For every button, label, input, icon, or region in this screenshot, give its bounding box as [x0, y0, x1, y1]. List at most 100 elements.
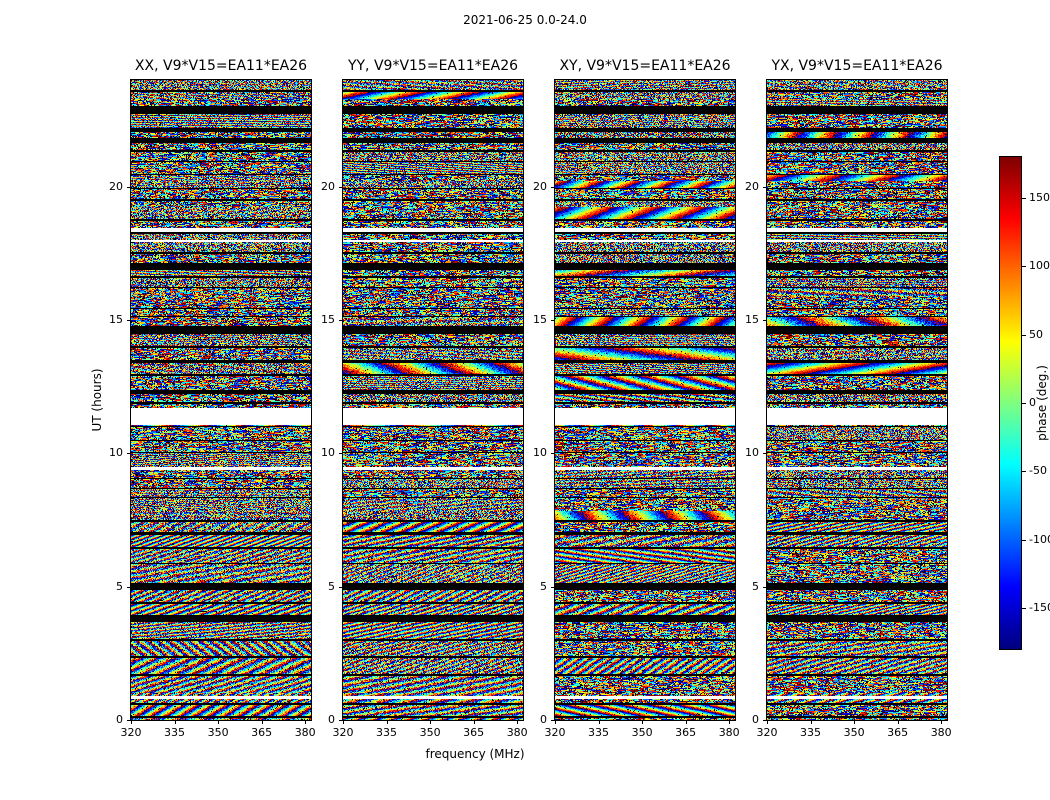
- y-tick-label: 20: [321, 179, 335, 193]
- y-tick: [127, 320, 131, 321]
- x-tick: [261, 720, 263, 724]
- x-tick: [473, 720, 475, 724]
- x-tick: [131, 720, 132, 724]
- colorbar-tick: [1022, 334, 1026, 336]
- x-tick-label: 335: [588, 726, 610, 739]
- x-tick-label: 380: [294, 726, 316, 739]
- x-tick: [941, 720, 943, 724]
- x-tick: [517, 720, 519, 724]
- colorbar-tick: [1022, 471, 1026, 473]
- x-tick: [685, 720, 687, 724]
- x-tick: [218, 720, 220, 724]
- panel-canvas-yx: [766, 79, 948, 721]
- y-tick: [127, 720, 131, 721]
- panel-title: YY, V9*V15=EA11*EA26: [347, 58, 519, 74]
- x-tick-label: 350: [419, 726, 441, 739]
- y-tick-label: 5: [116, 579, 123, 593]
- x-tick: [174, 720, 176, 724]
- y-tick: [127, 453, 131, 455]
- x-tick: [343, 720, 344, 724]
- y-tick-label: 5: [328, 579, 335, 593]
- panel-canvas-xx: [130, 79, 312, 721]
- x-tick: [305, 720, 307, 724]
- y-tick: [127, 186, 131, 188]
- y-tick: [339, 186, 343, 188]
- y-tick: [551, 320, 555, 321]
- x-tick: [767, 720, 768, 724]
- x-tick: [430, 720, 432, 724]
- x-tick: [729, 720, 731, 724]
- y-tick: [551, 453, 555, 455]
- x-tick-label: 320: [332, 726, 354, 739]
- x-tick: [810, 720, 812, 724]
- y-tick-label: 10: [321, 446, 335, 460]
- colorbar-tick: [1022, 198, 1026, 199]
- x-tick-label: 320: [120, 726, 142, 739]
- y-tick-label: 0: [540, 713, 547, 726]
- colorbar-tick-label: -50: [1029, 464, 1047, 478]
- y-tick: [763, 186, 767, 188]
- y-axis-label: UT (hours): [90, 368, 104, 432]
- x-tick: [854, 720, 856, 724]
- x-tick-label: 320: [544, 726, 566, 739]
- x-tick: [555, 720, 556, 724]
- y-tick-label: 15: [321, 313, 335, 326]
- colorbar-tick: [1022, 539, 1026, 541]
- colorbar-label: phase (deg.): [1035, 365, 1049, 441]
- y-tick-label: 15: [533, 313, 547, 326]
- y-tick-label: 5: [752, 579, 759, 593]
- x-tick: [642, 720, 644, 724]
- x-tick-label: 320: [756, 726, 778, 739]
- y-tick: [339, 720, 343, 721]
- y-tick-label: 20: [533, 179, 547, 193]
- x-tick: [897, 720, 899, 724]
- y-tick-label: 0: [752, 713, 759, 726]
- x-tick-label: 365: [675, 726, 697, 739]
- y-tick-label: 10: [533, 446, 547, 460]
- x-tick-label: 365: [463, 726, 485, 739]
- y-tick: [551, 586, 555, 588]
- x-tick-label: 350: [843, 726, 865, 739]
- y-tick: [763, 720, 767, 721]
- y-tick-label: 0: [328, 713, 335, 726]
- y-tick-label: 20: [109, 179, 123, 193]
- colorbar-tick-label: -150: [1029, 601, 1050, 614]
- y-tick: [339, 320, 343, 321]
- y-tick-label: 10: [745, 446, 759, 460]
- y-tick-label: 15: [109, 313, 123, 326]
- colorbar-canvas: [999, 156, 1022, 650]
- y-tick: [551, 720, 555, 721]
- colorbar-tick-label: -100: [1029, 532, 1050, 546]
- colorbar-tick: [1022, 403, 1026, 404]
- figure-title: 2021-06-25 0.0-24.0: [463, 13, 587, 27]
- panel-title: XX, V9*V15=EA11*EA26: [134, 58, 308, 74]
- y-tick-label: 0: [116, 713, 123, 726]
- x-tick-label: 365: [251, 726, 273, 739]
- y-tick-label: 20: [745, 179, 759, 193]
- panel-canvas-yy: [342, 79, 524, 721]
- x-tick-label: 335: [800, 726, 822, 739]
- y-tick-label: 15: [745, 313, 759, 326]
- y-tick: [763, 586, 767, 588]
- x-tick-label: 380: [506, 726, 528, 739]
- y-tick: [763, 320, 767, 321]
- y-tick: [551, 186, 555, 188]
- x-tick-label: 350: [207, 726, 229, 739]
- x-tick: [598, 720, 600, 724]
- y-tick: [339, 586, 343, 588]
- x-tick-label: 350: [631, 726, 653, 739]
- panel-canvas-xy: [554, 79, 736, 721]
- x-axis-label: frequency (MHz): [425, 747, 525, 761]
- colorbar-tick-label: 50: [1029, 327, 1043, 341]
- colorbar-tick: [1022, 608, 1026, 609]
- colorbar-tick-label: 100: [1029, 259, 1050, 273]
- y-tick: [339, 453, 343, 455]
- x-tick-label: 365: [887, 726, 909, 739]
- x-tick-label: 380: [718, 726, 740, 739]
- panel-title: YX, V9*V15=EA11*EA26: [771, 58, 943, 74]
- panel-title: XY, V9*V15=EA11*EA26: [559, 58, 731, 74]
- y-tick-label: 5: [540, 579, 547, 593]
- colorbar-tick-label: 0: [1029, 396, 1036, 409]
- colorbar-tick: [1022, 266, 1026, 268]
